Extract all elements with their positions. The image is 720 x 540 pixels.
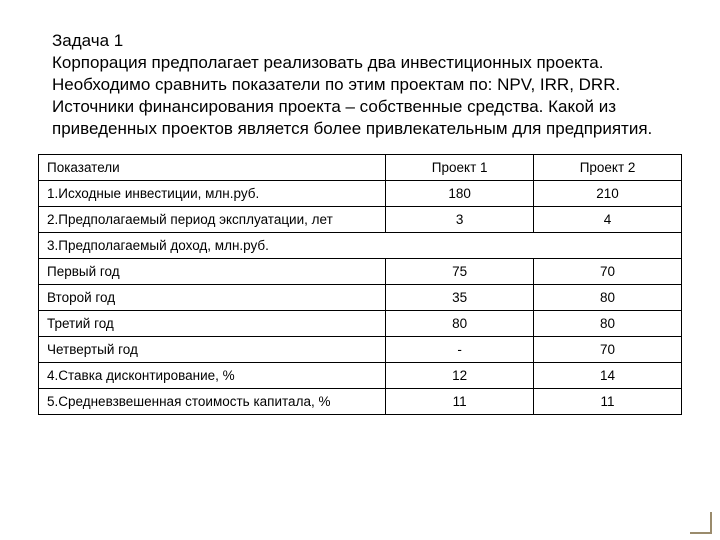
table-row: 5.Средневзвешенная стоимость капитала, %…: [39, 389, 682, 415]
row-label: 1.Исходные инвестиции, млн.руб.: [39, 181, 386, 207]
row-p1: 35: [386, 285, 534, 311]
table-section-row: 3.Предполагаемый доход, млн.руб.: [39, 233, 682, 259]
row-label: Второй год: [39, 285, 386, 311]
task-title: Задача 1: [52, 31, 123, 50]
row-label: 4.Ставка дисконтирование, %: [39, 363, 386, 389]
row-p1: 75: [386, 259, 534, 285]
row-p2: 210: [534, 181, 682, 207]
indicators-table: Показатели Проект 1 Проект 2 1.Исходные …: [38, 154, 682, 415]
table-row: 1.Исходные инвестиции, млн.руб. 180 210: [39, 181, 682, 207]
row-p1: 11: [386, 389, 534, 415]
col-header-project2: Проект 2: [534, 155, 682, 181]
row-p1: 180: [386, 181, 534, 207]
row-label: 2.Предполагаемый период эксплуатации, ле…: [39, 207, 386, 233]
row-p2: 14: [534, 363, 682, 389]
table-row: Третий год 80 80: [39, 311, 682, 337]
table-row: 2.Предполагаемый период эксплуатации, ле…: [39, 207, 682, 233]
row-label: Третий год: [39, 311, 386, 337]
task-block: Задача 1 Корпорация предполагает реализо…: [38, 30, 682, 140]
row-p2: 4: [534, 207, 682, 233]
col-header-project1: Проект 1: [386, 155, 534, 181]
task-body: Корпорация предполагает реализовать два …: [52, 53, 652, 138]
section-label: 3.Предполагаемый доход, млн.руб.: [39, 233, 682, 259]
row-p2: 70: [534, 259, 682, 285]
row-p1: 12: [386, 363, 534, 389]
table-row: Первый год 75 70: [39, 259, 682, 285]
table-row: Четвертый год - 70: [39, 337, 682, 363]
row-label: Первый год: [39, 259, 386, 285]
table-row: 4.Ставка дисконтирование, % 12 14: [39, 363, 682, 389]
table-row: Второй год 35 80: [39, 285, 682, 311]
row-p2: 80: [534, 311, 682, 337]
row-p1: 3: [386, 207, 534, 233]
row-p1: -: [386, 337, 534, 363]
table-header-row: Показатели Проект 1 Проект 2: [39, 155, 682, 181]
row-label: Четвертый год: [39, 337, 386, 363]
row-p2: 11: [534, 389, 682, 415]
row-p2: 80: [534, 285, 682, 311]
row-p2: 70: [534, 337, 682, 363]
row-p1: 80: [386, 311, 534, 337]
col-header-indicator: Показатели: [39, 155, 386, 181]
row-label: 5.Средневзвешенная стоимость капитала, %: [39, 389, 386, 415]
page-corner-icon: [690, 512, 712, 534]
